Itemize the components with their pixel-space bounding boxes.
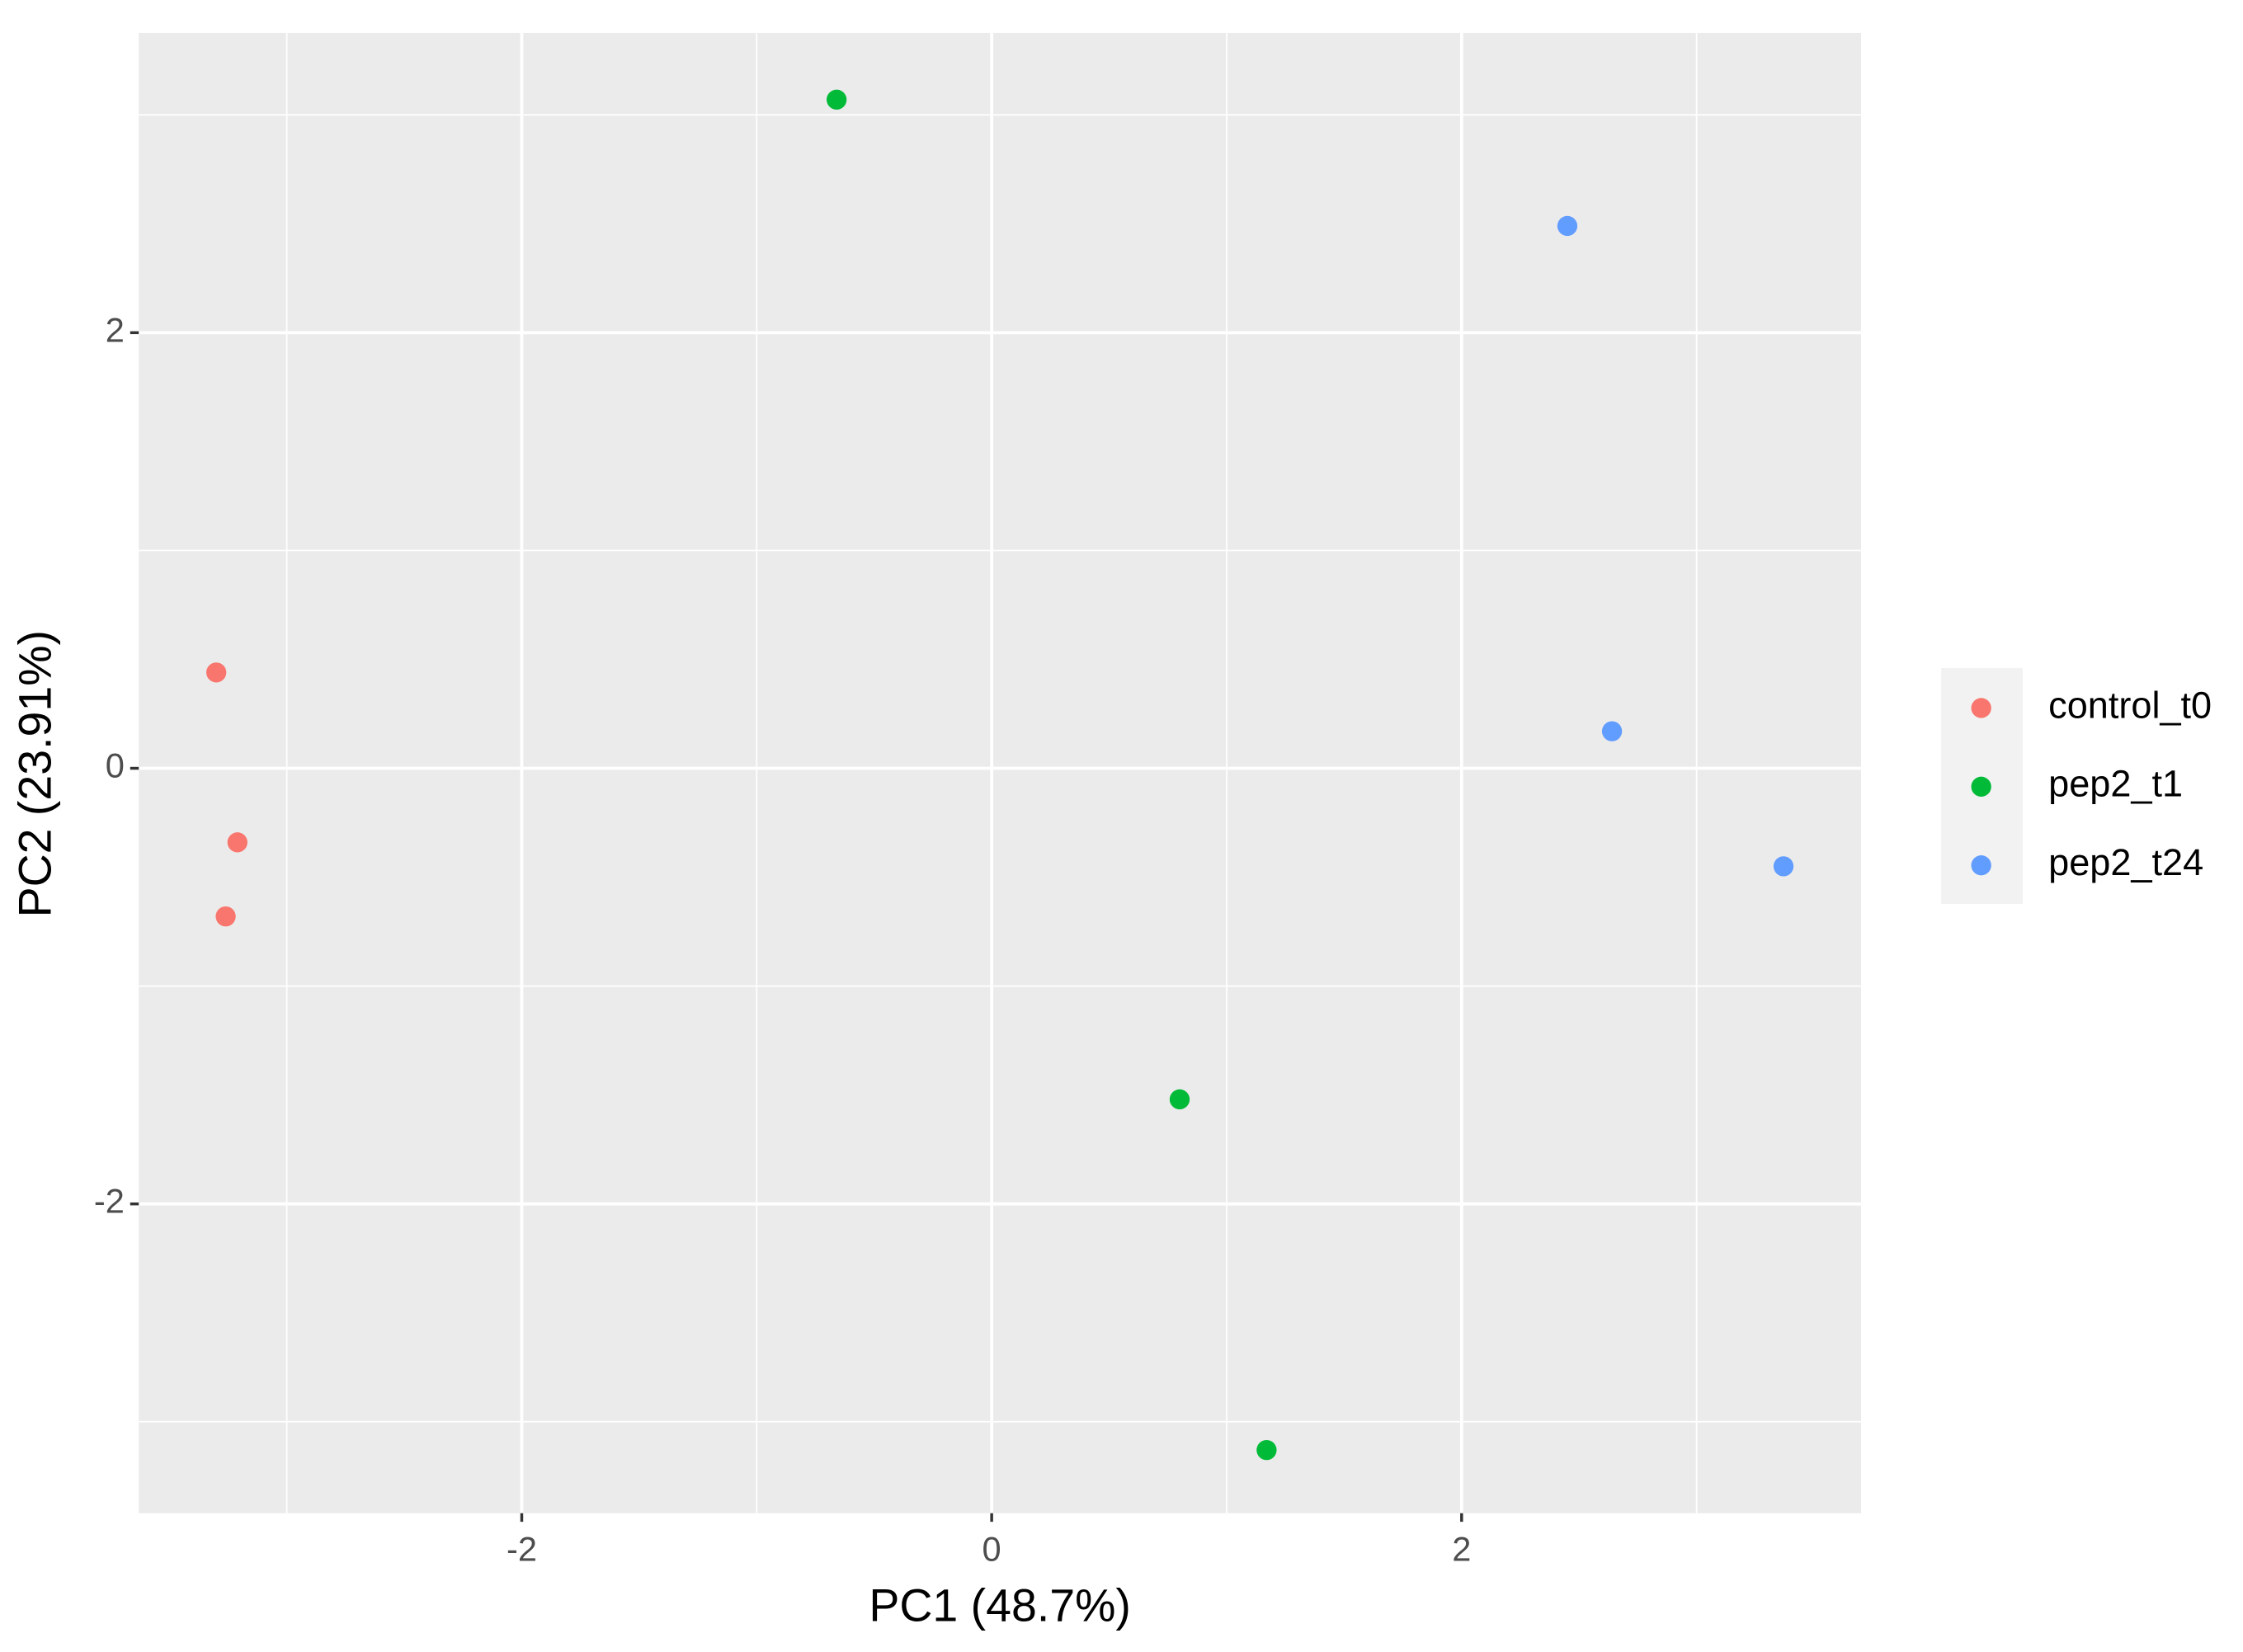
y-tick-label: 0 [106,746,125,785]
x-tick-label: -2 [507,1530,537,1569]
point [1256,1439,1277,1461]
legend-key [1971,855,1991,876]
axes: -2 0 2 -2 0 2 [94,310,1472,1568]
point [1601,721,1623,741]
point [827,89,847,110]
legend-label: pep2_t1 [2048,763,2183,805]
points [206,89,1794,1461]
panel-background [139,32,1862,1513]
legend: control_t0 pep2_t1 pep2_t24 [1971,684,2212,883]
point [215,906,236,927]
y-axis-title: PC2 (23.91%) [9,630,60,917]
y-tick-label: 2 [106,310,125,349]
x-tick-label: 2 [1452,1530,1471,1569]
point [227,832,247,853]
point [206,662,227,683]
legend-key [1971,776,1991,797]
x-tick-label: 0 [982,1530,1001,1569]
legend-key [1971,698,1991,718]
y-tick-label: -2 [94,1182,125,1221]
legend-label: pep2_t24 [2048,841,2203,883]
point [1557,215,1578,237]
grid [139,32,1862,1513]
legend-label: control_t0 [2048,684,2212,726]
point [1169,1089,1190,1110]
point [1773,856,1794,877]
x-axis-title: PC1 (48.7%) [869,1580,1131,1631]
